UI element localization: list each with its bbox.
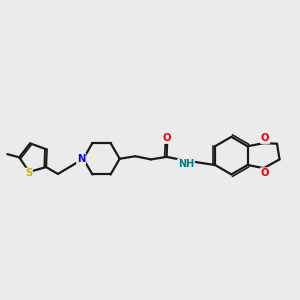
Text: O: O — [261, 133, 269, 143]
Text: N: N — [77, 154, 86, 164]
Text: S: S — [25, 169, 32, 178]
Text: O: O — [261, 168, 269, 178]
Text: NH: NH — [178, 159, 194, 169]
Text: O: O — [163, 133, 172, 143]
